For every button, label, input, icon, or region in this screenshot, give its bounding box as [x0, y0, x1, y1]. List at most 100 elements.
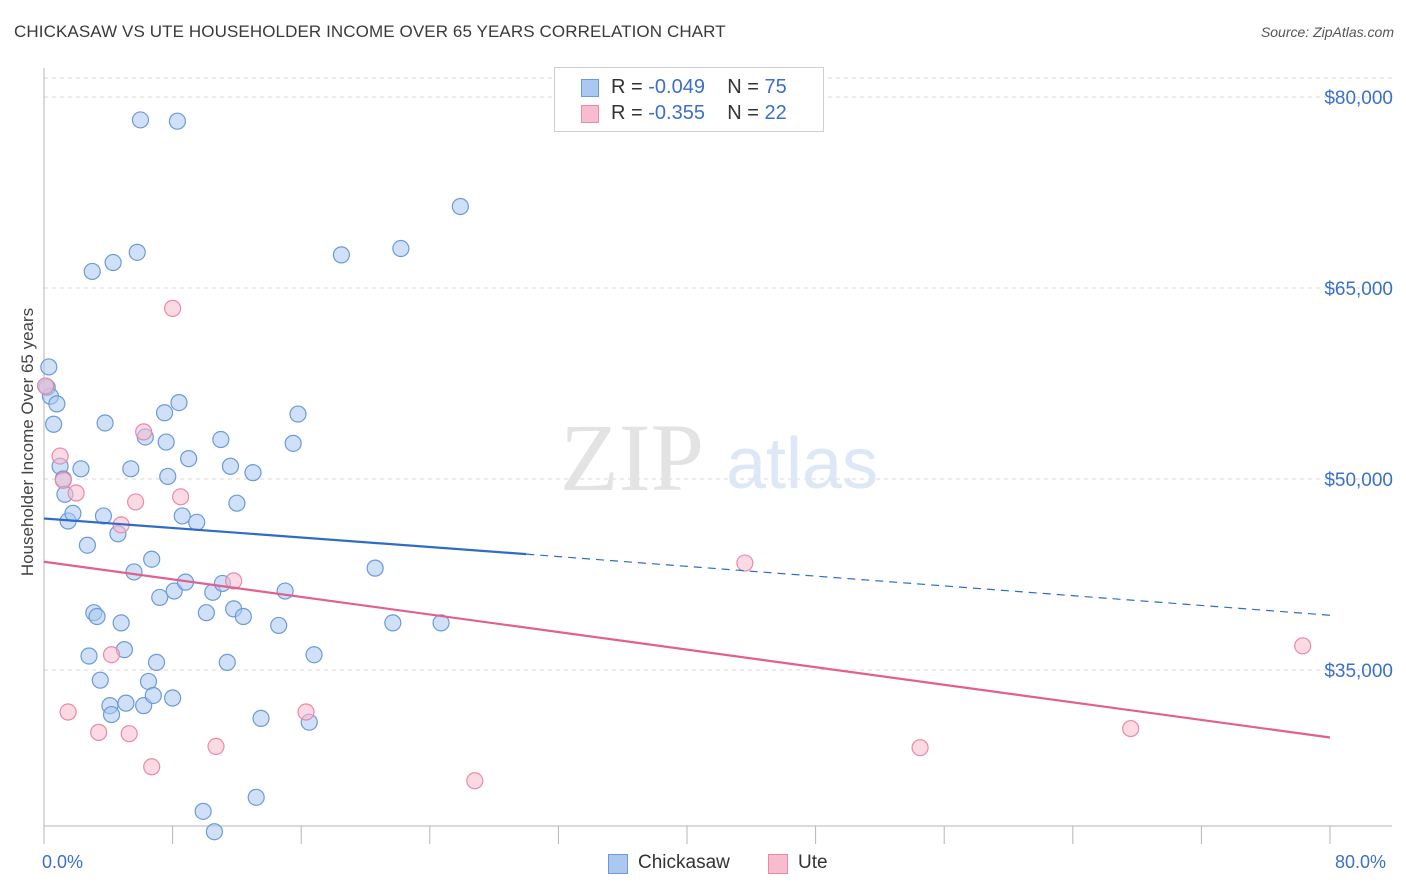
chickasaw-point [212, 430, 230, 449]
ute-point [911, 739, 929, 757]
correlation-legend: R = -0.049 N = 75 R = -0.355 N = 22 [554, 67, 824, 132]
trend-lines [43, 517, 1331, 739]
chickasaw-point [170, 394, 188, 412]
chickasaw-point [122, 460, 140, 478]
chickasaw-point [305, 646, 323, 664]
chickasaw-point [112, 614, 130, 632]
ute-point [90, 723, 108, 741]
chickasaw-point [102, 705, 121, 724]
chickasaw-point [131, 111, 150, 129]
bottom-legend-label-ute: Ute [798, 852, 828, 873]
chickasaw-point [228, 494, 246, 512]
chickasaw-point [91, 671, 109, 689]
chickasaw-point [104, 253, 122, 272]
trend-line-ute [43, 560, 1331, 739]
x-tick-label-max: 80.0% [1335, 852, 1387, 872]
ute-point [127, 493, 145, 511]
chickasaw-point [117, 694, 135, 712]
legend-n-value-ute: 22 [764, 102, 787, 124]
ute-point [54, 471, 72, 489]
chickasaw-point [188, 513, 206, 531]
legend-r-label: R = [611, 76, 643, 98]
ute-point [225, 572, 243, 590]
watermark-zip: ZIP [560, 404, 704, 511]
chickasaw-point [289, 405, 307, 423]
chickasaw-point [151, 588, 169, 607]
chickasaw-point [384, 614, 402, 632]
axes [43, 68, 1392, 844]
legend-r-label: R = [611, 102, 643, 124]
bottom-legend-label-chickasaw: Chickasaw [638, 852, 730, 873]
ute-point [59, 703, 77, 721]
chickasaw-point [128, 243, 146, 261]
chickasaw-point [147, 653, 166, 671]
chickasaw-point [276, 582, 294, 600]
chickasaw-point [244, 464, 262, 482]
ute-point [207, 737, 225, 756]
ute-point [466, 772, 484, 790]
chickasaw-point [96, 414, 114, 432]
legend-swatch-ute [581, 105, 599, 123]
chickasaw-point [194, 802, 212, 820]
chickasaw-point [205, 823, 223, 841]
ute-point [143, 758, 161, 776]
chickasaw-point [48, 395, 66, 413]
series-ute [37, 299, 1312, 790]
chickasaw-point [221, 457, 240, 475]
bottom-legend-swatch-ute [768, 854, 788, 874]
chickasaw-point [80, 647, 98, 665]
trend-line-chickasaw-extension [526, 553, 1331, 616]
ute-point [1294, 637, 1312, 655]
chickasaw-point [432, 614, 450, 632]
chickasaw-point [45, 415, 63, 433]
source-label: Source: ZipAtlas.com [1260, 24, 1394, 40]
chickasaw-point [165, 582, 183, 600]
ute-point [135, 423, 153, 441]
chickasaw-point [284, 434, 302, 452]
chickasaw-point [270, 616, 288, 635]
legend-n-value-chickasaw: 75 [764, 76, 787, 98]
chickasaw-point [88, 607, 106, 626]
y-axis-label: Householder Income Over 65 years [18, 307, 37, 577]
chickasaw-point [72, 460, 90, 478]
ute-point [297, 703, 315, 721]
chickasaw-point [83, 262, 101, 281]
chickasaw-point [173, 507, 191, 525]
chickasaw-point [143, 550, 161, 568]
bottom-legend-swatch-chickasaw [608, 854, 628, 874]
chickasaw-point [78, 536, 97, 554]
chickasaw-point [64, 504, 82, 522]
chart-title: CHICKASAW VS UTE HOUSEHOLDER INCOME OVER… [14, 22, 726, 41]
chickasaw-point [366, 559, 384, 577]
chickasaw-point [332, 246, 350, 264]
legend-r-value-ute: -0.355 [648, 102, 705, 124]
chickasaw-point [218, 653, 236, 671]
legend-n-label: N = [727, 76, 759, 98]
chickasaw-point [155, 404, 174, 422]
watermark-atlas: atlas [726, 424, 878, 504]
y-tick-label: $80,000 [1324, 88, 1393, 109]
chickasaw-point [168, 112, 187, 130]
y-tick-label: $35,000 [1324, 661, 1393, 682]
chickasaw-point [40, 358, 58, 376]
chickasaw-point [144, 686, 162, 705]
chickasaw-point [252, 709, 270, 727]
chickasaw-point [234, 607, 252, 626]
chickasaw-point [159, 467, 177, 486]
chickasaw-point [247, 788, 265, 806]
chickasaw-point [451, 197, 469, 216]
chickasaw-point [125, 563, 143, 581]
legend-n-label: N = [727, 102, 759, 124]
ute-point [67, 484, 85, 502]
y-tick-label: $65,000 [1324, 279, 1393, 300]
legend-r-value-chickasaw: -0.049 [648, 76, 705, 98]
ute-point [736, 554, 754, 572]
chickasaw-point [197, 604, 215, 622]
grid-lines [44, 77, 1392, 671]
ute-point [120, 725, 138, 743]
ute-point [51, 447, 69, 465]
chickasaw-point [157, 433, 175, 451]
x-tick-label-min: 0.0% [42, 852, 84, 872]
ute-point [1122, 719, 1140, 738]
